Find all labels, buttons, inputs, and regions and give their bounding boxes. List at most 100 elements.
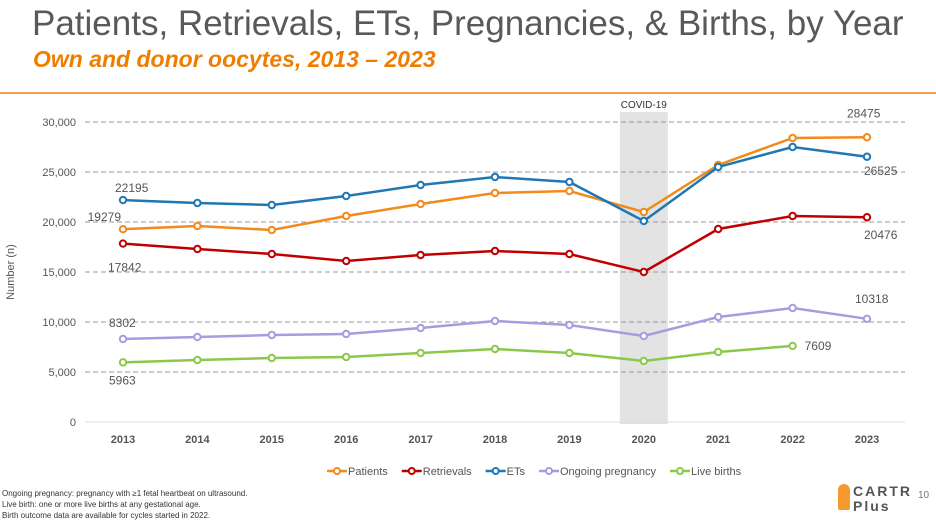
data-point xyxy=(788,211,797,221)
data-point xyxy=(267,225,276,235)
data-point xyxy=(490,246,500,256)
legend-item: Ongoing pregnancy xyxy=(560,466,657,478)
data-point xyxy=(788,142,797,152)
data-point xyxy=(118,239,128,248)
footnote: Ongoing pregnancy: pregnancy with ≥1 fet… xyxy=(2,489,248,498)
data-label: 10318 xyxy=(855,292,889,306)
footnote: Live birth: one or more live births at a… xyxy=(2,500,201,509)
data-label: 8302 xyxy=(109,316,136,330)
data-point xyxy=(862,152,872,161)
data-point xyxy=(342,329,351,339)
data-point xyxy=(639,356,648,366)
data-point xyxy=(118,225,128,234)
data-point xyxy=(714,224,723,234)
data-label: 19279 xyxy=(88,210,122,224)
data-label: 20476 xyxy=(864,228,898,242)
series-line-live-births xyxy=(122,344,793,364)
data-point xyxy=(714,162,723,172)
y-tick-label: 10,000 xyxy=(42,317,76,329)
series-line-retrievals xyxy=(122,214,868,274)
data-point xyxy=(490,172,500,182)
data-label: 7609 xyxy=(805,339,832,353)
data-point xyxy=(193,198,202,208)
y-tick-label: 15,000 xyxy=(42,267,76,279)
footnotes: Ongoing pregnancy: pregnancy with ≥1 fet… xyxy=(2,488,247,521)
data-point xyxy=(565,186,574,196)
y-axis-label: Number (n) xyxy=(5,244,17,300)
x-tick-label: 2016 xyxy=(334,434,358,446)
x-tick-label: 2014 xyxy=(185,434,210,446)
divider xyxy=(0,92,936,94)
data-point xyxy=(788,303,797,313)
data-point xyxy=(267,200,276,210)
data-point xyxy=(639,331,648,341)
legend-marker xyxy=(676,467,685,475)
legend-marker xyxy=(407,467,416,475)
data-point xyxy=(416,323,425,333)
x-tick-label: 2015 xyxy=(260,434,284,446)
data-point xyxy=(565,320,574,330)
data-point xyxy=(267,353,276,363)
data-point xyxy=(565,249,574,259)
y-tick-label: 30,000 xyxy=(42,117,76,129)
data-point xyxy=(788,133,797,143)
legend-item: Patients xyxy=(348,466,388,478)
data-point xyxy=(118,334,128,344)
y-tick-label: 0 xyxy=(70,417,76,429)
x-tick-label: 2020 xyxy=(632,434,656,446)
x-tick-label: 2018 xyxy=(483,434,507,446)
x-tick-label: 2017 xyxy=(408,434,432,446)
data-point xyxy=(714,312,723,322)
x-tick-label: 2013 xyxy=(111,434,135,446)
legend-item: Live births xyxy=(691,466,742,478)
series-line-ets xyxy=(122,145,868,223)
legend-item: ETs xyxy=(507,466,526,478)
data-label: 26525 xyxy=(864,164,898,178)
data-point xyxy=(342,256,351,266)
data-point xyxy=(342,191,351,201)
footnote: Birth outcome data are available for cyc… xyxy=(2,511,211,520)
data-point xyxy=(267,330,276,340)
y-tick-label: 5,000 xyxy=(48,367,76,379)
data-point xyxy=(862,314,872,324)
data-point xyxy=(490,316,500,326)
data-point xyxy=(342,352,351,362)
page-title: Patients, Retrievals, ETs, Pregnancies, … xyxy=(32,4,904,43)
data-point xyxy=(193,221,202,231)
data-point xyxy=(342,211,351,221)
data-point xyxy=(193,244,202,254)
page-subtitle: Own and donor oocytes, 2013 – 2023 xyxy=(33,46,436,72)
data-point xyxy=(193,332,202,342)
data-label: 5963 xyxy=(109,373,136,387)
y-tick-label: 25,000 xyxy=(42,167,76,179)
data-point xyxy=(862,133,872,142)
data-point xyxy=(118,195,128,205)
data-point xyxy=(416,250,425,260)
y-tick-label: 20,000 xyxy=(42,217,76,229)
data-point xyxy=(490,344,500,354)
data-label: 22195 xyxy=(115,181,149,195)
data-label: 17842 xyxy=(108,261,142,275)
data-point xyxy=(118,358,128,367)
x-tick-label: 2023 xyxy=(855,434,879,446)
x-tick-label: 2019 xyxy=(557,434,581,446)
legend-item: Retrievals xyxy=(423,466,472,478)
data-point xyxy=(416,199,425,209)
covid-label: COVID-19 xyxy=(621,100,668,111)
legend-marker xyxy=(545,467,553,475)
data-point xyxy=(639,207,648,217)
x-tick-label: 2021 xyxy=(706,434,730,446)
data-point xyxy=(193,355,202,365)
data-point xyxy=(788,341,797,351)
page-number: 10 xyxy=(918,490,930,501)
data-point xyxy=(416,180,425,190)
data-point xyxy=(416,348,425,358)
data-point xyxy=(714,347,723,357)
legend-marker xyxy=(333,467,341,475)
data-point xyxy=(565,177,574,187)
data-point xyxy=(862,213,872,222)
data-point xyxy=(565,348,574,358)
data-point xyxy=(490,188,500,198)
data-label: 28475 xyxy=(847,106,881,120)
